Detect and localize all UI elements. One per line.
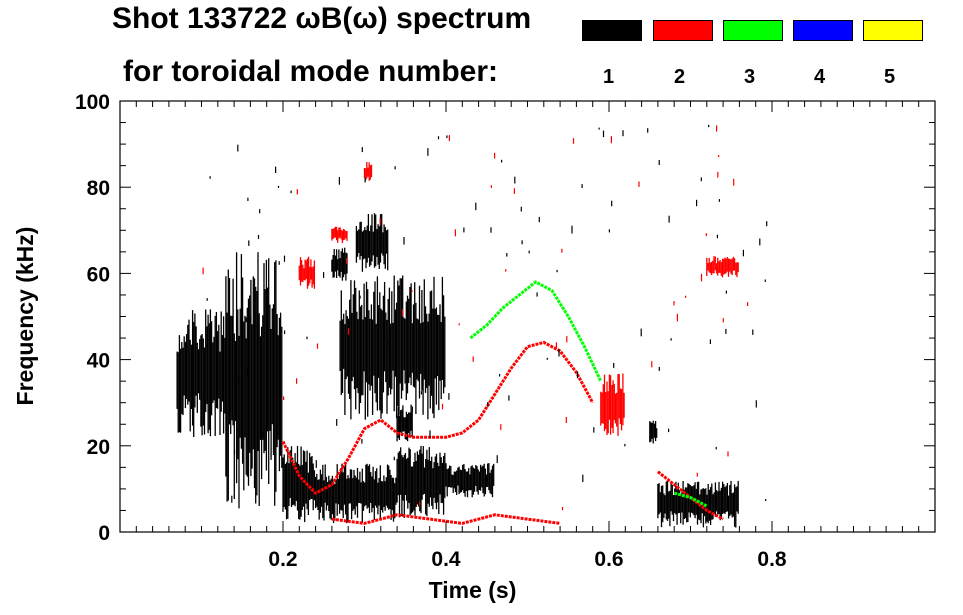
y-axis-label: Frequency (kHz) bbox=[12, 227, 38, 406]
x-tick-label: 0.8 bbox=[757, 548, 787, 571]
legend-swatch-mode-3 bbox=[723, 20, 783, 41]
mode-trace-2 bbox=[331, 513, 561, 525]
y-tick-label: 100 bbox=[75, 91, 110, 114]
y-tick-label: 80 bbox=[87, 177, 110, 200]
mode-trace-3 bbox=[469, 280, 603, 382]
spectral-blob-mode-1 bbox=[282, 446, 316, 523]
spectral-blob-mode-1 bbox=[225, 252, 283, 509]
x-axis-label: Time (s) bbox=[429, 577, 517, 603]
spectral-blob-mode-1 bbox=[176, 309, 226, 437]
spectral-blob-mode-1 bbox=[445, 463, 495, 498]
y-tick-label: 40 bbox=[87, 350, 110, 373]
spectral-blob-mode-1 bbox=[396, 445, 446, 518]
legend-swatch-mode-5 bbox=[863, 20, 923, 41]
spectral-blob-mode-1 bbox=[355, 213, 389, 272]
spectral-blob-mode-2 bbox=[600, 373, 625, 436]
legend-swatch-mode-4 bbox=[793, 20, 853, 41]
x-tick-label: 0.2 bbox=[268, 548, 297, 571]
mode-trace-3 bbox=[673, 491, 708, 508]
legend-label-mode-3: 3 bbox=[744, 66, 756, 88]
legend-label-mode-4: 4 bbox=[814, 66, 826, 88]
legend-label-mode-5: 5 bbox=[884, 66, 896, 88]
legend-label-mode-2: 2 bbox=[674, 66, 686, 88]
chart-title-line2: for toroidal mode number: bbox=[123, 55, 498, 88]
x-tick-label: 0.4 bbox=[431, 548, 461, 571]
spectral-blob-mode-2 bbox=[706, 256, 739, 278]
spectral-blob-mode-1 bbox=[396, 404, 413, 442]
mode-trace-2 bbox=[281, 340, 595, 496]
spectral-blob-mode-1 bbox=[657, 480, 739, 528]
spectral-blob-mode-1 bbox=[649, 420, 658, 444]
legend-label-mode-1: 1 bbox=[603, 66, 615, 88]
spectral-blob-mode-2 bbox=[331, 226, 348, 244]
x-tick-label: 0.6 bbox=[594, 548, 623, 571]
spectral-blob-mode-2 bbox=[298, 256, 316, 289]
y-tick-label: 0 bbox=[98, 522, 110, 545]
y-tick-label: 20 bbox=[87, 436, 110, 459]
legend-swatch-mode-2 bbox=[653, 20, 713, 41]
spectral-blob-mode-1 bbox=[331, 247, 348, 281]
spectral-blob-mode-1 bbox=[314, 463, 397, 524]
chart-title-line1: Shot 133722 ωB(ω) spectrum bbox=[112, 2, 532, 35]
spectral-blob-mode-1 bbox=[339, 275, 446, 420]
legend-swatch-mode-1 bbox=[582, 20, 642, 41]
y-tick-label: 60 bbox=[87, 263, 110, 286]
